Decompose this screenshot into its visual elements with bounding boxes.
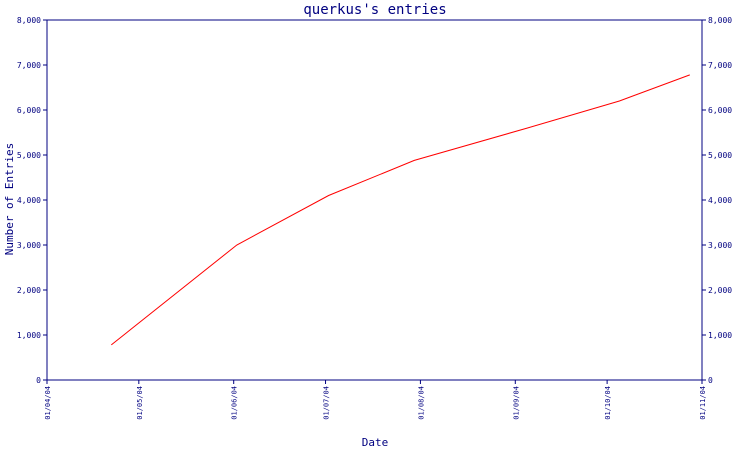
chart-title: querkus's entries — [303, 2, 447, 18]
x-tick-label: 01/11/04 — [699, 386, 707, 420]
y-tick-label-left: 7,000 — [17, 61, 41, 70]
y-tick-label-left: 4,000 — [17, 196, 41, 205]
y-tick-label-left: 1,000 — [17, 331, 41, 340]
y-tick-label-right: 6,000 — [708, 106, 732, 115]
plot-frame — [46, 19, 703, 381]
y-tick-label-right: 4,000 — [708, 196, 732, 205]
x-tick-label: 01/10/04 — [604, 386, 612, 420]
y-tick-label-left: 5,000 — [17, 151, 41, 160]
y-tick-label-right: 2,000 — [708, 286, 732, 295]
y-tick-label-right: 3,000 — [708, 241, 732, 250]
y-tick-label-right: 8,000 — [708, 16, 732, 25]
y-tick-label-left: 6,000 — [17, 106, 41, 115]
x-tick-label: 01/06/04 — [231, 386, 239, 420]
x-tick-label: 01/05/04 — [136, 386, 144, 420]
y-tick-label-left: 2,000 — [17, 286, 41, 295]
y-tick-label-right: 5,000 — [708, 151, 732, 160]
y-tick-label-right: 1,000 — [708, 331, 732, 340]
y-tick-label-right: 0 — [708, 376, 713, 385]
y-tick-label-left: 8,000 — [17, 16, 41, 25]
x-tick-label: 01/09/04 — [512, 386, 520, 420]
x-tick-label: 01/04/04 — [44, 386, 52, 420]
y-tick-label-left: 0 — [36, 376, 41, 385]
series-line — [110, 74, 690, 346]
x-tick-label: 01/07/04 — [323, 386, 331, 420]
x-tick-label: 01/08/04 — [417, 386, 425, 420]
y-tick-label-right: 7,000 — [708, 61, 732, 70]
x-axis-title: Date — [361, 436, 389, 449]
y-tick-label-left: 3,000 — [17, 241, 41, 250]
